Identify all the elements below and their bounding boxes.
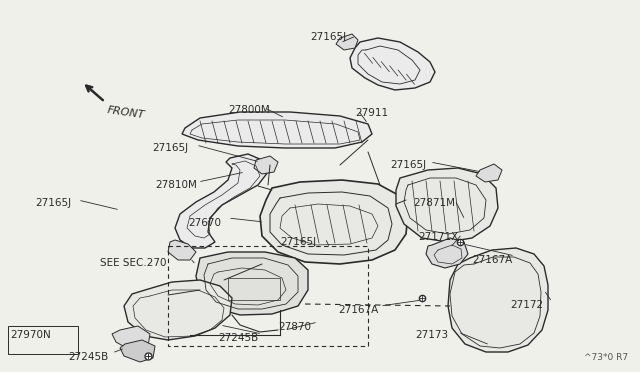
Text: SEE SEC.270: SEE SEC.270 [100,258,166,268]
Text: FRONT: FRONT [106,105,145,120]
Text: 27173: 27173 [415,330,448,340]
Text: ^73*0 R7: ^73*0 R7 [584,353,628,362]
Text: 27800M: 27800M [228,105,269,115]
Polygon shape [396,168,498,242]
Text: 27165J: 27165J [280,237,316,247]
Text: 27165J: 27165J [152,143,188,153]
Polygon shape [124,280,232,340]
Text: 27870: 27870 [278,322,311,332]
Polygon shape [254,156,278,174]
Text: 27171X: 27171X [418,232,458,242]
Polygon shape [350,38,435,90]
Polygon shape [196,252,308,315]
Bar [168,246,368,346]
Polygon shape [168,240,196,260]
Polygon shape [112,326,150,350]
Text: 27165J: 27165J [390,160,426,170]
Text: 27871M: 27871M [413,198,455,208]
Polygon shape [120,340,155,362]
Polygon shape [260,180,408,264]
Text: 27165J: 27165J [310,32,346,42]
Polygon shape [426,238,468,268]
Text: 27911: 27911 [355,108,388,118]
Polygon shape [336,34,358,50]
Text: 27172: 27172 [510,300,543,310]
Bar [228,278,280,300]
Text: 27245B: 27245B [68,352,108,362]
Polygon shape [476,164,502,182]
Text: 27670: 27670 [188,218,221,228]
Text: 27167A: 27167A [338,305,378,315]
Text: 27810M: 27810M [155,180,197,190]
Polygon shape [448,248,548,352]
Text: 27165J: 27165J [35,198,71,208]
Text: 27167A: 27167A [472,255,512,265]
Polygon shape [182,112,372,148]
Text: 27970N: 27970N [10,330,51,340]
Text: 27245B: 27245B [218,333,259,343]
Polygon shape [175,154,268,248]
Bar [8,326,78,354]
